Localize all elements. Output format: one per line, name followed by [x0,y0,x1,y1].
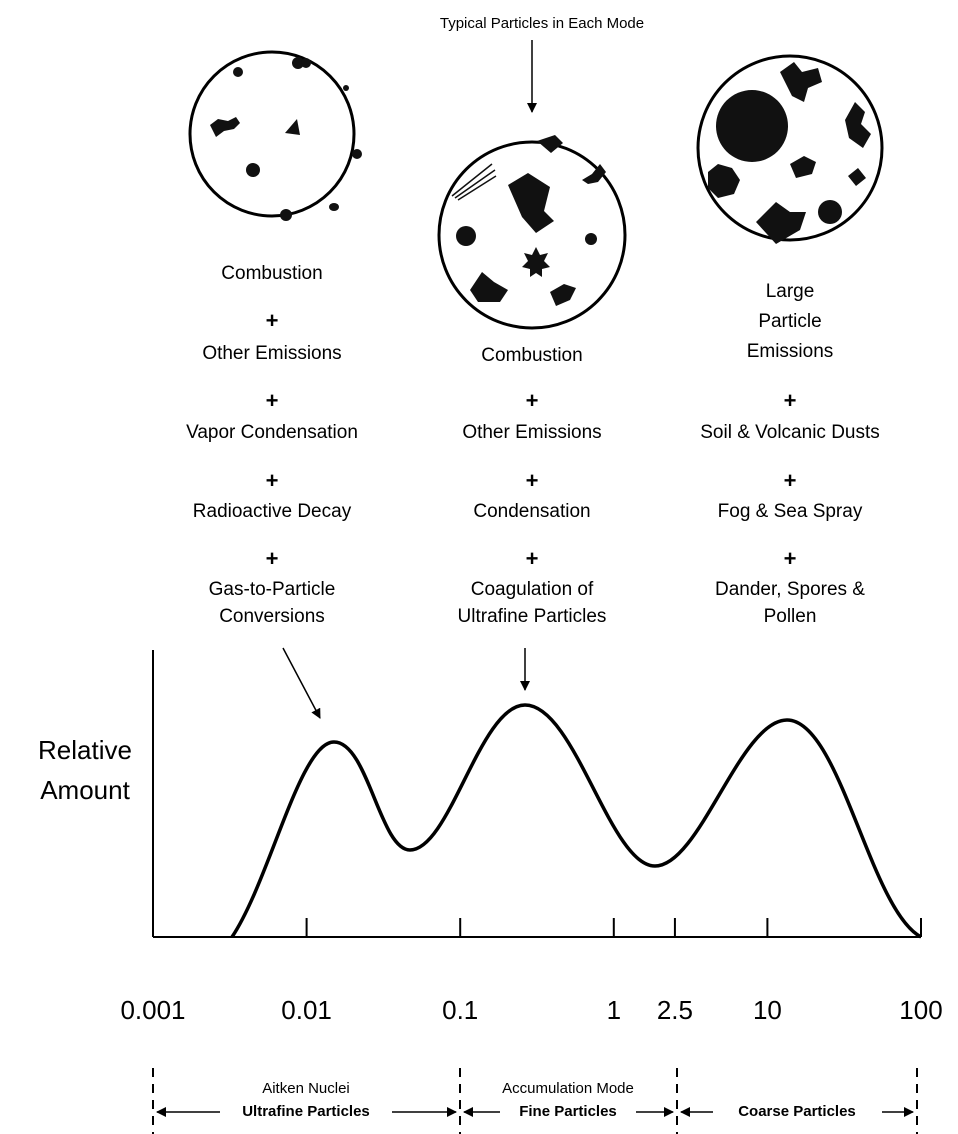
source-label: Coagulation of [471,579,594,600]
x-tick-label: 10 [753,995,782,1025]
particle-circles [188,50,884,330]
source-label: Particle [758,311,821,332]
source-label: Conversions [219,606,325,627]
x-tick-label: 2.5 [657,995,693,1025]
source-label: Fog & Sea Spray [718,501,863,522]
x-tick-label: 0.01 [281,995,332,1025]
size-class: Ultrafine Particles [242,1103,370,1120]
source-label: Condensation [473,501,590,522]
plus-sign: + [526,388,539,413]
source-label: Pollen [764,606,817,627]
size-class: Fine Particles [519,1103,617,1120]
distribution-curve [230,703,922,939]
x-tick-label: 0.1 [442,995,478,1025]
x-tick-label: 1 [607,995,621,1025]
source-label: Soil & Volcanic Dusts [700,422,880,443]
plus-sign: + [266,388,279,413]
arrow [282,647,321,719]
x-tick-label: 0.001 [120,995,185,1025]
size-class: Coarse Particles [738,1103,856,1120]
source-label: Emissions [747,341,834,362]
y-axis-label: Amount [40,775,130,805]
plus-sign: + [526,546,539,571]
plus-sign: + [266,468,279,493]
dividers [152,1068,918,1134]
source-label: Gas-to-Particle [209,579,336,600]
plus-sign: + [526,468,539,493]
y-axis-label: Relative [38,735,132,765]
source-label: Other Emissions [202,343,341,364]
source-label: Radioactive Decay [193,501,352,522]
plus-sign: + [784,388,797,413]
mode-label: Aitken Nuclei [262,1080,350,1097]
title: Typical Particles in Each Mode [440,15,644,32]
source-label: Dander, Spores & [715,579,865,600]
source-label: Combustion [221,263,322,284]
source-label: Large [766,281,815,302]
plus-sign: + [784,546,797,571]
plus-sign: + [266,546,279,571]
source-label: Combustion [481,345,582,366]
source-label: Vapor Condensation [186,422,358,443]
x-tick-label: 100 [899,995,942,1025]
sources: Combustion + Other Emissions + Vapor Condens… [186,263,880,627]
source-label: Other Emissions [462,422,601,443]
mode-label: Accumulation Mode [502,1080,634,1097]
plus-sign: + [266,308,279,333]
plus-sign: + [784,468,797,493]
source-label: Ultrafine Particles [458,606,607,627]
particles [210,57,871,306]
